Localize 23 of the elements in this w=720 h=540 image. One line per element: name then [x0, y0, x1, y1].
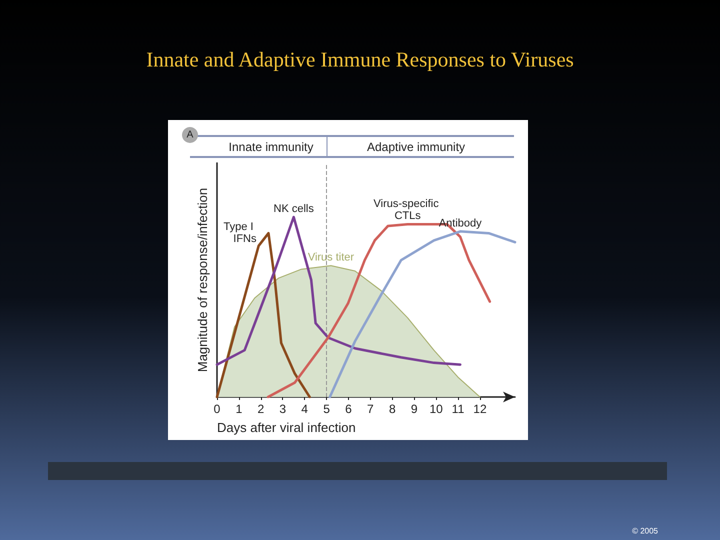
x-tick-label: 3 [279, 402, 286, 416]
x-tick-label: 9 [410, 402, 418, 416]
x-tick-label: 10 [429, 402, 444, 416]
text: Adaptive immunity [366, 140, 466, 154]
y-axis-title: Magnitude of response/infection [195, 188, 210, 372]
text: © 2005 [632, 526, 659, 536]
series-label: NK cells [274, 203, 314, 215]
chart-title: Innate and Adaptive Immune Responses to Viruses [146, 48, 574, 72]
x-axis-title: Days after viral infection [217, 420, 356, 435]
x-tick-label: 7 [367, 402, 374, 416]
text: Innate immunity [228, 140, 314, 154]
x-tick-label: 6 [345, 402, 352, 416]
x-tick-label: 12 [473, 402, 487, 416]
x-tick-label: 8 [388, 402, 396, 416]
series-label: Virus titer [308, 252, 354, 264]
x-tick-label: 1 [236, 402, 243, 416]
x-tick-label: 4 [301, 402, 308, 416]
x-tick-label: 2 [257, 402, 264, 416]
series-label: Type I IFNs [223, 221, 257, 246]
x-tick-label: 11 [452, 402, 465, 416]
x-tick-label: 5 [323, 402, 330, 416]
x-tick-label: 0 [214, 402, 221, 416]
text: A [186, 130, 194, 140]
